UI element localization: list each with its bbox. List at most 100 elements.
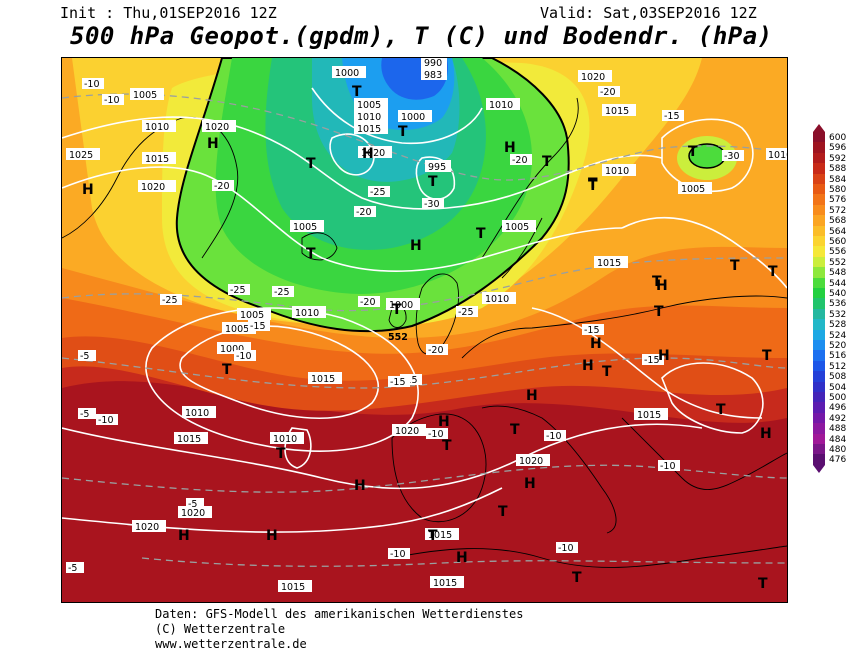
low-symbol: T xyxy=(542,154,552,170)
svg-text:-25: -25 xyxy=(458,307,474,318)
legend-label: 504 xyxy=(829,382,847,393)
coast-north-africa xyxy=(391,545,787,568)
legend-swatch xyxy=(813,288,825,299)
legend-swatch xyxy=(813,256,825,268)
temperature-label: -20 xyxy=(212,180,234,192)
pressure-centres: H H T H T T T H T T T H T T T T H T T H … xyxy=(82,84,778,592)
high-symbol: H xyxy=(582,358,594,374)
temperature-labels: -10 -10 -20 -25 -20 -25 -30 -25 -20 -15 … xyxy=(66,78,744,574)
valid-time: Valid: Sat,03SEP2016 12Z xyxy=(540,4,757,22)
svg-text:995: 995 xyxy=(428,162,446,173)
pressure-label: 1020 xyxy=(358,146,392,159)
svg-text:1010: 1010 xyxy=(489,100,513,111)
legend-swatch xyxy=(813,454,825,465)
svg-text:1015: 1015 xyxy=(433,578,457,589)
legend-swatch xyxy=(813,381,825,392)
pressure-label: 1020 xyxy=(392,424,426,437)
pressure-label: 1000 xyxy=(398,110,432,123)
svg-text:-5: -5 xyxy=(80,351,89,362)
legend-label: 524 xyxy=(829,330,847,341)
svg-text:1015: 1015 xyxy=(428,530,452,541)
low-symbol: T xyxy=(352,84,362,100)
temperature-label: -5 xyxy=(78,408,96,420)
temperature-label: -25 xyxy=(368,186,390,198)
isotherm-minus-20 xyxy=(62,93,787,181)
temperature-label: -30 xyxy=(422,198,444,210)
pressure-label: 1000 xyxy=(332,66,366,79)
low-symbol: T xyxy=(652,274,662,290)
high-symbol: H xyxy=(266,528,278,544)
low-symbol: T xyxy=(602,364,612,380)
footer-url[interactable]: www.wetterzentrale.de xyxy=(155,637,307,651)
pressure-label: 990 xyxy=(421,58,447,69)
svg-text:1015: 1015 xyxy=(311,374,335,385)
svg-text:1005: 1005 xyxy=(225,324,249,335)
svg-text:1020: 1020 xyxy=(519,456,543,467)
svg-text:-10: -10 xyxy=(104,95,120,106)
legend-swatch xyxy=(813,340,825,351)
legend-swatch xyxy=(813,194,825,205)
pressure-label: 995 xyxy=(425,160,451,173)
init-time: Init : Thu,01SEP2016 12Z xyxy=(60,4,277,22)
svg-text:1010: 1010 xyxy=(485,294,509,305)
weather-map[interactable]: 1000 1005 1010 1015 1020 1025 995 990 98… xyxy=(61,57,788,603)
temperature-label: -20 xyxy=(354,206,376,218)
legend-swatch xyxy=(813,329,825,340)
footer-copyright: (C) Wetterzentrale xyxy=(155,622,286,636)
coast-britain xyxy=(415,273,459,355)
legend-label: 500 xyxy=(829,393,847,403)
legend-label: 572 xyxy=(829,205,847,216)
legend-label: 492 xyxy=(829,413,847,424)
isobar-1010-east xyxy=(621,216,787,289)
pressure-label: 1010 xyxy=(354,110,388,123)
legend-swatch xyxy=(813,412,825,424)
temperature-label: -20 xyxy=(358,296,380,308)
temperature-label: -5 xyxy=(78,350,96,362)
legend-label: 580 xyxy=(829,185,847,195)
svg-text:1015: 1015 xyxy=(357,124,381,135)
isobar-1000-core xyxy=(311,87,483,145)
legend-label: 552 xyxy=(829,257,847,268)
pressure-label: 1020 xyxy=(138,180,172,193)
legend-swatch xyxy=(813,308,825,320)
pressure-label: 1015 xyxy=(425,528,459,541)
legend-swatch xyxy=(813,184,825,195)
low-symbol: T xyxy=(222,362,232,378)
legend-arrow-up xyxy=(813,124,825,132)
coast-scandinavia xyxy=(481,97,579,279)
low-symbol: T xyxy=(588,178,598,194)
legend-label: 508 xyxy=(829,372,847,383)
low-symbol: T xyxy=(768,264,778,280)
temperature-label: -10 xyxy=(96,414,118,426)
legend-label: 596 xyxy=(829,143,847,154)
svg-text:-20: -20 xyxy=(356,207,372,218)
svg-text:-15: -15 xyxy=(390,377,406,388)
pressure-label: 1005 xyxy=(130,88,164,101)
low-symbol: T xyxy=(306,156,316,172)
svg-text:1015: 1015 xyxy=(637,410,661,421)
svg-text:1015: 1015 xyxy=(145,154,169,165)
pressure-label: 1010 xyxy=(602,164,636,177)
legend-swatch xyxy=(813,360,825,372)
high-symbol: H xyxy=(178,528,190,544)
svg-text:-10: -10 xyxy=(98,415,114,426)
high-symbol: H xyxy=(658,348,670,364)
low-symbol: T xyxy=(730,258,740,274)
pressure-label: 983 xyxy=(421,68,447,81)
temperature-label: -25 xyxy=(272,286,294,298)
temperature-label: -25 xyxy=(228,284,250,296)
isobar-1015-east xyxy=(531,307,763,419)
pressure-label: 1025 xyxy=(66,148,100,161)
legend-label: 560 xyxy=(829,237,847,247)
field-south xyxy=(62,381,787,602)
pressure-label: 1005 xyxy=(222,322,256,335)
footer-data-source: Daten: GFS-Modell des amerikanischen Wet… xyxy=(155,607,524,621)
low-symbol: T xyxy=(498,504,508,520)
svg-text:-5: -5 xyxy=(68,563,77,574)
pressure-labels: 1000 1005 1010 1015 1020 1025 995 990 98… xyxy=(66,58,787,593)
svg-text:-10: -10 xyxy=(428,429,444,440)
svg-text:-25: -25 xyxy=(274,287,290,298)
legend-label: 520 xyxy=(829,341,847,351)
svg-text:1010: 1010 xyxy=(768,150,787,161)
high-symbol: H xyxy=(438,414,450,430)
